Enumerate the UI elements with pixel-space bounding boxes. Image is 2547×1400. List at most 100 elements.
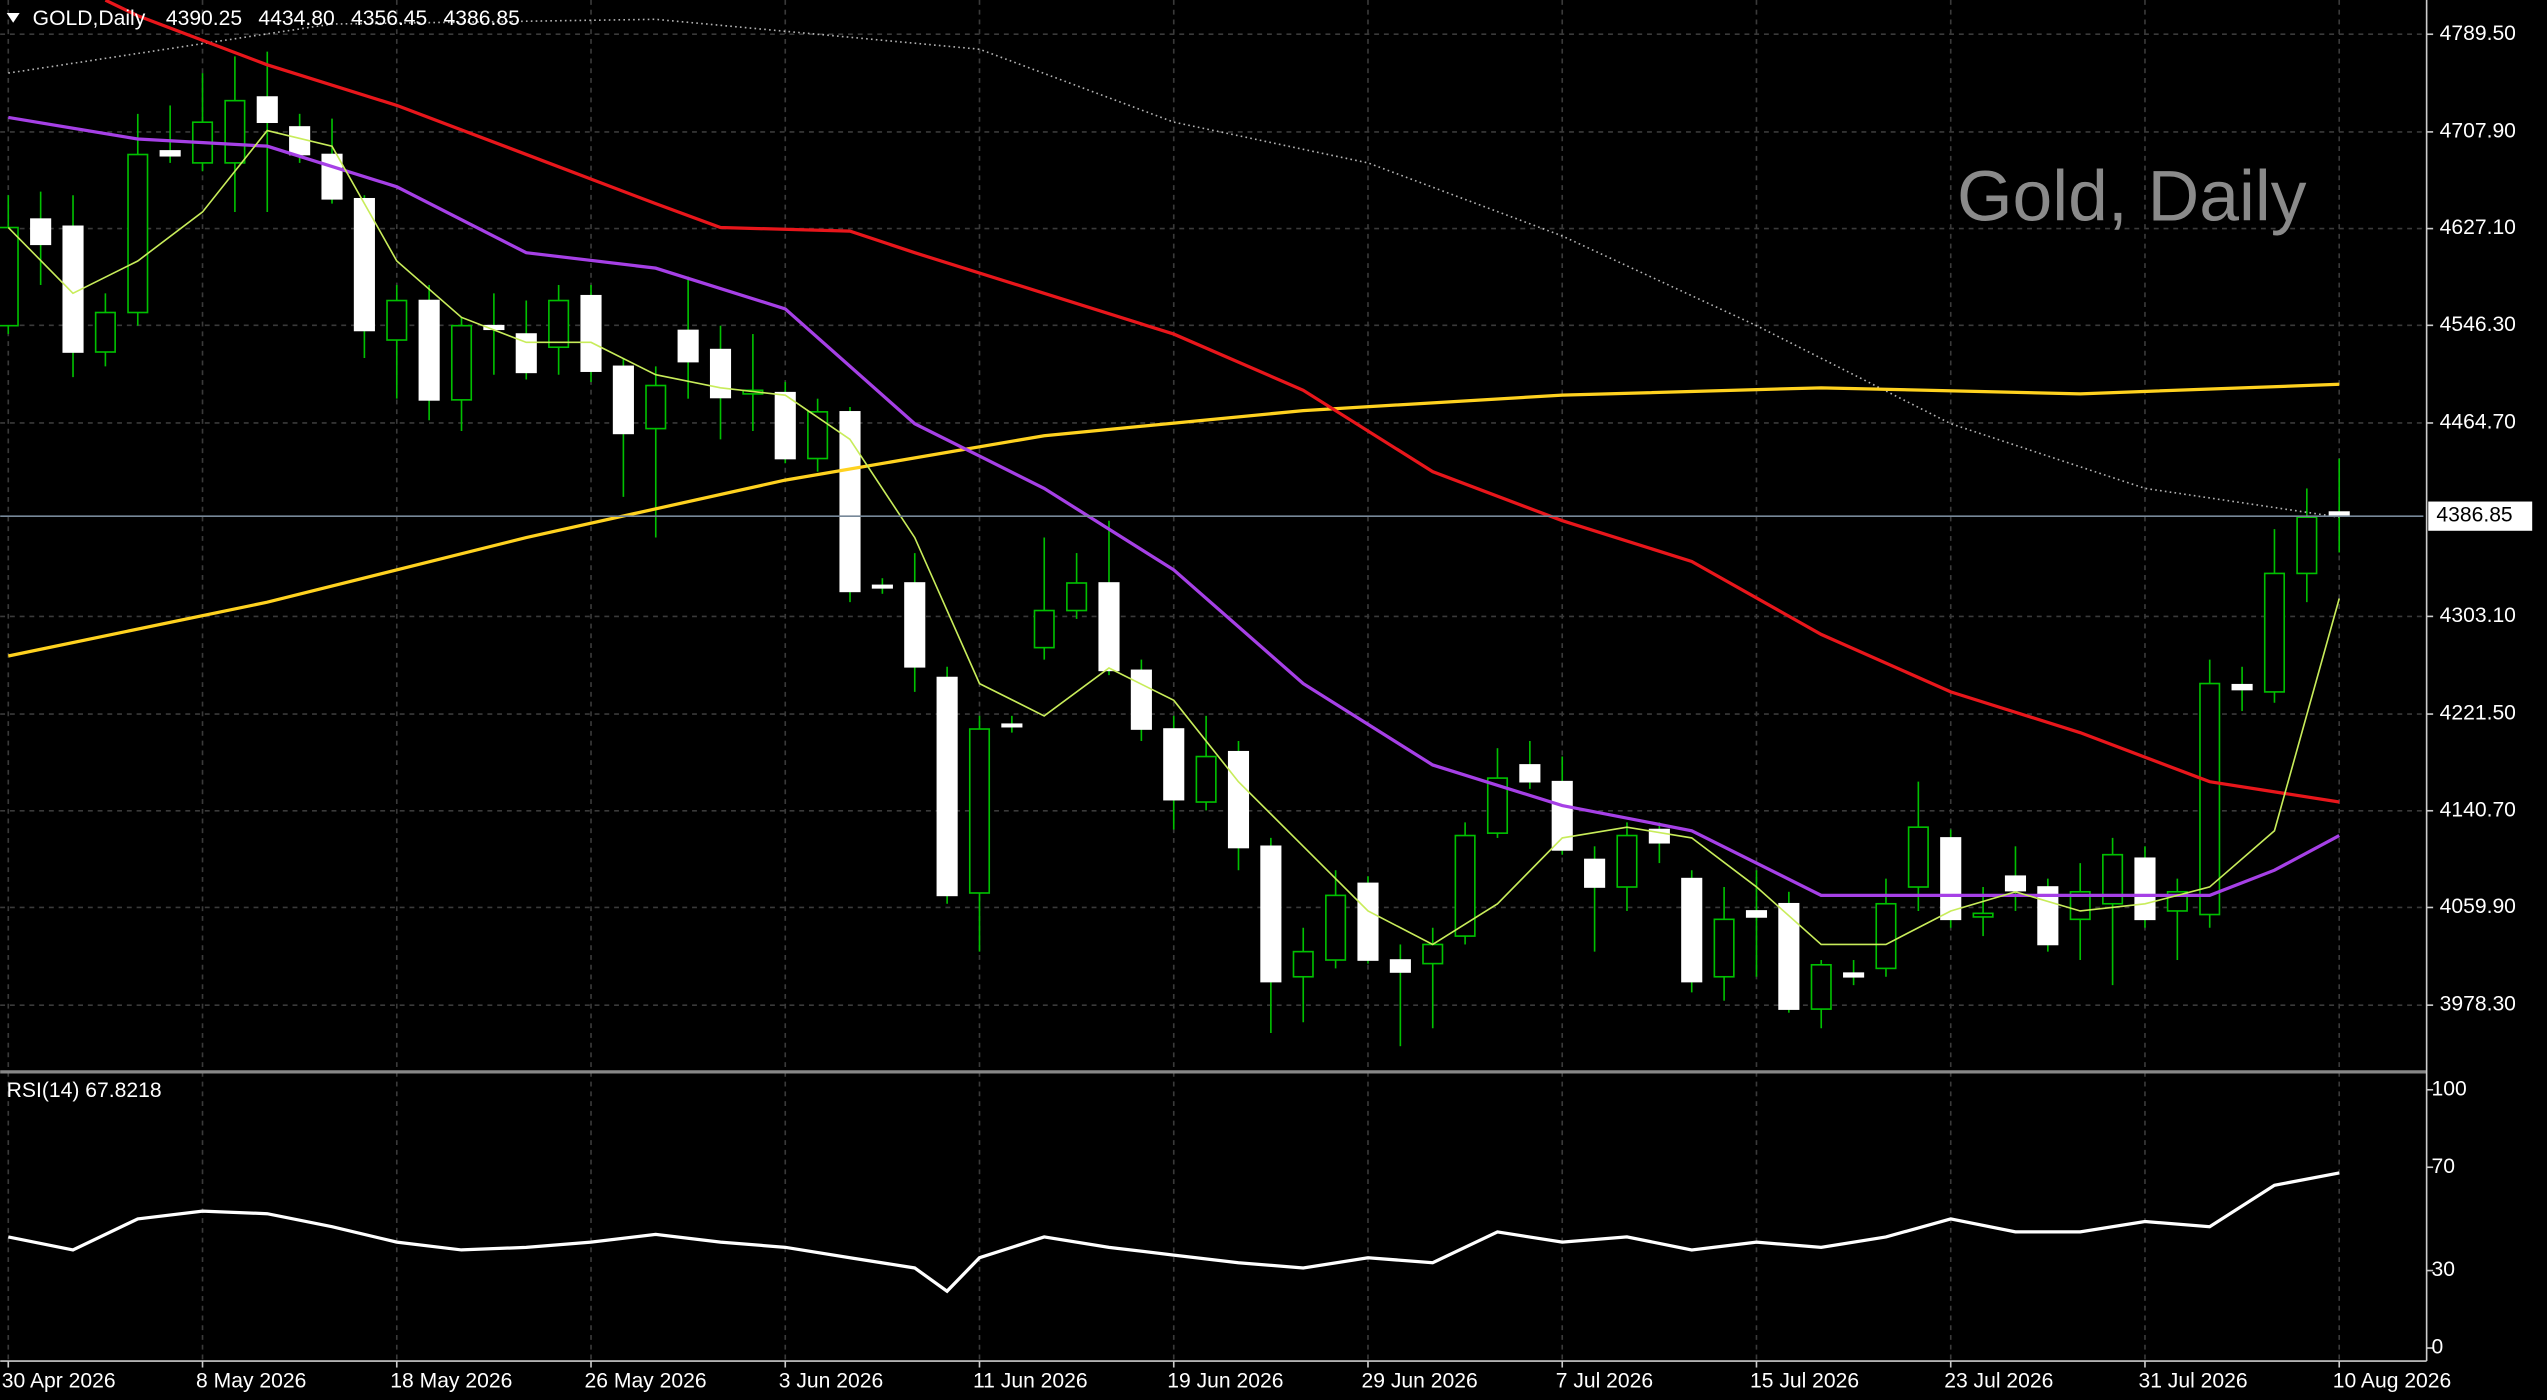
x-tick-label: 18 May 2026 bbox=[390, 1370, 512, 1393]
candle-body bbox=[807, 411, 829, 460]
candle-body bbox=[159, 150, 181, 157]
candle-body bbox=[386, 299, 408, 341]
candle-body bbox=[450, 324, 473, 401]
candle-body bbox=[1001, 723, 1023, 728]
candle-body bbox=[127, 153, 149, 314]
candle-body bbox=[256, 96, 278, 124]
moving-average bbox=[7, 382, 2340, 658]
x-tick-label: 15 Jul 2026 bbox=[1750, 1370, 1859, 1393]
candle-body bbox=[1033, 609, 1055, 649]
y-tick-label: 3978.30 bbox=[2440, 993, 2516, 1016]
candle-body bbox=[1389, 959, 1411, 973]
last-price-label: 4386.85 bbox=[2436, 504, 2512, 527]
candle-body bbox=[0, 226, 19, 327]
candle-body bbox=[1227, 750, 1250, 849]
candle-body bbox=[1940, 837, 1962, 921]
candle-body bbox=[1551, 780, 1573, 851]
y-tick-label: 4707.90 bbox=[2440, 119, 2516, 142]
candle-body bbox=[2296, 516, 2318, 575]
y-tick-label: 70 bbox=[2432, 1155, 2455, 1178]
x-tick-label: 31 Jul 2026 bbox=[2138, 1370, 2247, 1393]
y-tick-label: 4789.50 bbox=[2440, 22, 2516, 45]
candle-body bbox=[1195, 755, 1217, 803]
candle-body bbox=[580, 294, 602, 372]
candle-body bbox=[645, 384, 667, 430]
y-tick-label: 4303.10 bbox=[2440, 604, 2516, 627]
candle-body bbox=[1066, 582, 1088, 612]
y-tick-label: 30 bbox=[2432, 1258, 2455, 1281]
candle-body bbox=[1616, 834, 1638, 888]
x-tick-label: 26 May 2026 bbox=[585, 1370, 707, 1393]
candle-body bbox=[709, 348, 732, 399]
candle-body bbox=[612, 365, 634, 435]
candle-body bbox=[2231, 683, 2253, 691]
candle-body bbox=[418, 299, 440, 401]
candle-body bbox=[515, 333, 537, 374]
x-tick-label: 3 Jun 2026 bbox=[779, 1370, 883, 1393]
candle-body bbox=[94, 311, 116, 353]
x-tick-label: 19 Jun 2026 bbox=[1167, 1370, 1283, 1393]
watermark: Gold, Daily bbox=[1957, 156, 2307, 236]
y-tick-label: 100 bbox=[2432, 1077, 2467, 1100]
candle-body bbox=[1357, 882, 1379, 961]
candle-body bbox=[1713, 918, 1735, 978]
y-tick-label: 4627.10 bbox=[2440, 216, 2516, 239]
candle-body bbox=[548, 299, 570, 349]
ohlc-value: 4434.80 bbox=[258, 7, 334, 30]
candle-body bbox=[1454, 834, 1476, 937]
candle-body bbox=[2004, 875, 2027, 892]
candle-body bbox=[1519, 764, 1541, 783]
candle-body bbox=[2134, 857, 2156, 921]
candle-body bbox=[1486, 777, 1509, 834]
candle-body bbox=[30, 218, 52, 246]
symbol: GOLD,Daily bbox=[33, 7, 146, 30]
candle-body bbox=[224, 99, 246, 164]
moving-average bbox=[7, 129, 2341, 946]
y-tick-label: 4140.70 bbox=[2440, 798, 2516, 821]
moving-average bbox=[8, 115, 2341, 898]
candle-body bbox=[904, 582, 926, 668]
candle-body bbox=[1292, 950, 1314, 978]
candle-body bbox=[1778, 902, 1800, 1010]
plot-area: 4386.85 bbox=[0, 0, 2533, 1294]
candle-body bbox=[1843, 972, 1865, 978]
x-tick-label: 11 Jun 2026 bbox=[973, 1370, 1088, 1393]
candle-body bbox=[321, 153, 343, 200]
candle-body bbox=[871, 584, 893, 589]
y-tick-label: 4546.30 bbox=[2440, 313, 2516, 336]
candle-body bbox=[968, 728, 991, 894]
moving-average bbox=[104, 0, 2340, 804]
candle-body bbox=[1745, 910, 1768, 918]
ohlc-value: 4390.25 bbox=[166, 7, 242, 30]
x-tick-label: 29 Jun 2026 bbox=[1361, 1370, 1477, 1393]
x-tick-label: 7 Jul 2026 bbox=[1556, 1370, 1653, 1393]
candle-body bbox=[1875, 902, 1897, 970]
y-tick-label: 4059.90 bbox=[2440, 895, 2516, 918]
candle-body bbox=[1681, 877, 1703, 983]
ohlc-value: 4356.45 bbox=[351, 7, 427, 30]
y-tick-label: 0 bbox=[2432, 1336, 2444, 1359]
rsi-label: RSI(14) 67.8218 bbox=[7, 1079, 162, 1102]
candle-body bbox=[2102, 853, 2124, 905]
y-tick-label: 4464.70 bbox=[2440, 411, 2516, 434]
ohlc-value: 4386.85 bbox=[444, 7, 520, 30]
x-tick-label: 23 Jul 2026 bbox=[1944, 1370, 2053, 1393]
x-tick-label: 8 May 2026 bbox=[196, 1370, 306, 1393]
candle-body bbox=[1260, 845, 1282, 983]
candle-body bbox=[1130, 669, 1152, 730]
menu-triangle[interactable] bbox=[6, 12, 20, 23]
candle-body bbox=[1098, 582, 1120, 672]
candle-body bbox=[1325, 894, 1347, 961]
candle-body bbox=[2263, 572, 2286, 693]
candle-body bbox=[1907, 826, 1929, 888]
candle-body bbox=[936, 676, 958, 897]
candle-body bbox=[774, 391, 796, 460]
candle-body bbox=[353, 197, 375, 332]
candle-body bbox=[1584, 858, 1606, 888]
candle-body bbox=[1422, 943, 1444, 965]
candle-body bbox=[1810, 963, 1832, 1010]
y-tick-label: 4221.50 bbox=[2440, 702, 2516, 725]
